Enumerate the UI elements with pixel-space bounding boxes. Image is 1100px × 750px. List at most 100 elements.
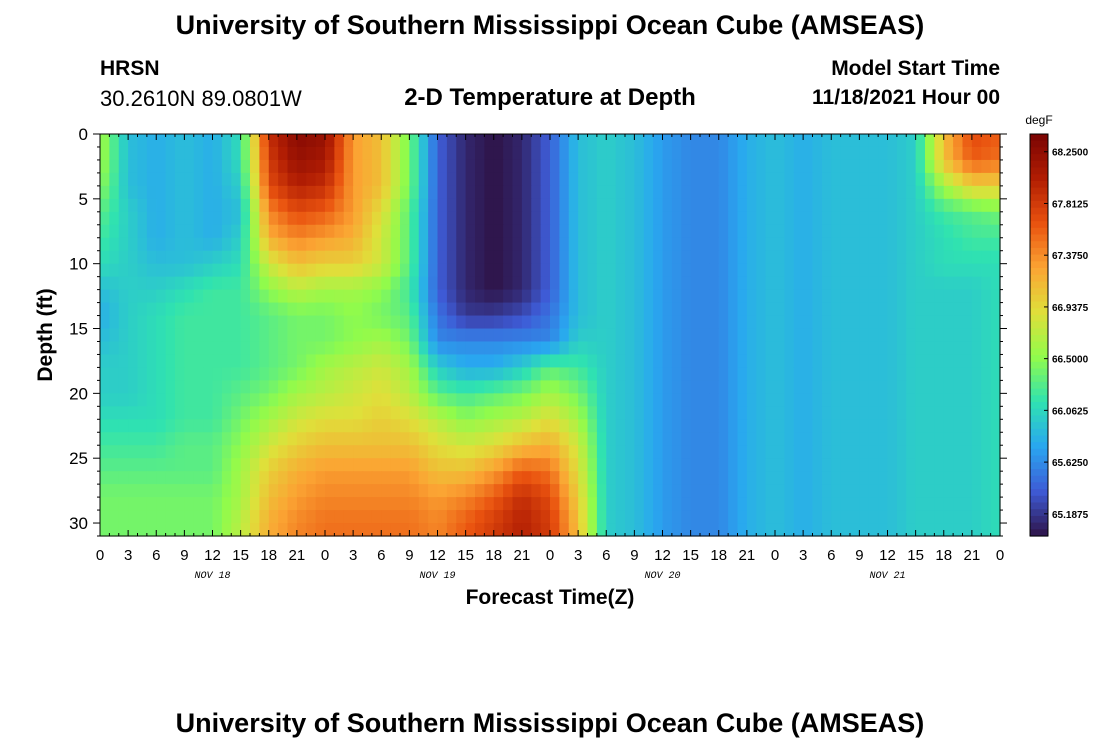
heatmap-cell [193,380,204,394]
heatmap-cell [437,276,448,291]
heatmap-cell [728,302,739,317]
heatmap-cell [446,276,457,291]
heatmap-cell [231,211,242,226]
y-tick-label: 30 [69,514,88,533]
heatmap-cell [521,393,532,407]
heatmap-cell [653,289,664,304]
heatmap-cell [428,471,439,485]
heatmap-cell [850,237,860,252]
heatmap-cell [634,172,645,187]
heatmap-cell [334,134,345,148]
heatmap-cell [831,224,842,239]
heatmap-cell [615,263,626,278]
heatmap-cell [446,328,457,343]
heatmap-cell [306,315,317,330]
heatmap-cell [400,419,410,433]
heatmap-cell [175,134,185,148]
heatmap-cell [146,432,157,446]
heatmap-cell [503,523,514,537]
colorbar-segment [1030,428,1048,437]
heatmap-cell [100,315,110,330]
heatmap-cell [709,159,720,174]
heatmap-cell [868,341,879,356]
heatmap-cell [540,380,551,394]
heatmap-cell [784,146,795,161]
heatmap-cell [737,471,748,485]
heatmap-cell [943,237,954,252]
heatmap-cell [587,445,598,459]
heatmap-cell [250,367,260,381]
heatmap-cell [775,159,785,174]
heatmap-cell [315,328,326,343]
heatmap-cell [212,263,223,278]
heatmap-cell [531,134,542,148]
heatmap-cell [709,354,720,369]
heatmap-cell [971,250,982,265]
heatmap-cell [746,198,757,213]
heatmap-cell [765,198,776,213]
heatmap-cell [653,380,664,394]
x-tick-label: 6 [602,547,610,564]
heatmap-cell [446,159,457,174]
heatmap-cell [175,315,185,330]
heatmap-cell [287,458,298,472]
heatmap-cell [503,185,514,200]
heatmap-cell [625,237,635,252]
heatmap-cell [268,432,279,446]
heatmap-cell [306,224,317,239]
heatmap-cell [850,224,860,239]
colorbar-segment [1030,268,1048,276]
heatmap-cell [109,406,120,420]
heatmap-cell [550,432,560,446]
heatmap-cell [212,134,223,148]
heatmap-cell [240,237,251,252]
heatmap-cell [137,484,148,498]
heatmap-cell [850,458,860,472]
heatmap-cell [334,523,345,537]
heatmap-cell [371,510,382,524]
heatmap-cell [334,445,345,459]
heatmap-cell [231,159,242,174]
heatmap-cell [193,302,204,317]
heatmap-cell [315,406,326,420]
date-label: NOV 19 [419,571,455,582]
heatmap-cell [493,146,504,161]
heatmap-cell [821,406,832,420]
heatmap-cell [934,471,945,485]
heatmap-cell [784,315,795,330]
station-id: HRSN [100,57,160,80]
heatmap-cell [231,198,242,213]
heatmap-cell [840,406,851,420]
heatmap-cell [250,471,260,485]
heatmap-cell [568,419,579,433]
heatmap-cell [381,185,392,200]
heatmap-cell [334,276,345,291]
heatmap-cell [821,276,832,291]
heatmap-cell [709,146,720,161]
heatmap-cell [953,497,964,511]
heatmap-cell [100,393,110,407]
heatmap-cell [878,497,889,511]
colorbar-segment [1030,529,1048,537]
heatmap-cell [165,393,176,407]
heatmap-cell [784,419,795,433]
heatmap-cell [446,445,457,459]
heatmap-cell [118,484,129,498]
heatmap-cell [990,432,1001,446]
heatmap-cell [240,406,251,420]
heatmap-cell [371,380,382,394]
heatmap-cell [568,432,579,446]
heatmap-cell [100,224,110,239]
heatmap-cell [765,367,776,381]
heatmap-cell [943,328,954,343]
heatmap-cell [878,172,889,187]
heatmap-cell [315,172,326,187]
heatmap-cell [971,276,982,291]
heatmap-cell [221,134,232,148]
heatmap-cell [259,445,270,459]
heatmap-cell [737,328,748,343]
heatmap-cell [896,393,907,407]
heatmap-cell [953,367,964,381]
heatmap-cell [756,380,767,394]
heatmap-cell [146,380,157,394]
